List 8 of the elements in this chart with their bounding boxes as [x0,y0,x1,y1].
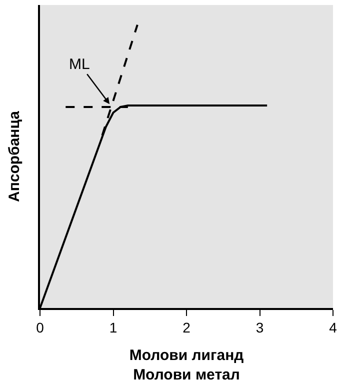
x-tick-label: 1 [109,320,118,336]
x-tick-label: 0 [36,320,44,336]
y-axis-title: Апсорбанца [6,110,23,202]
annotation: ML [69,56,90,73]
x-tick-label: 3 [256,320,264,336]
x-tick-label: 2 [182,320,191,336]
x-axis-title: Молови лиганд Молови метал [129,347,244,384]
x-tick-label: 4 [329,320,338,336]
